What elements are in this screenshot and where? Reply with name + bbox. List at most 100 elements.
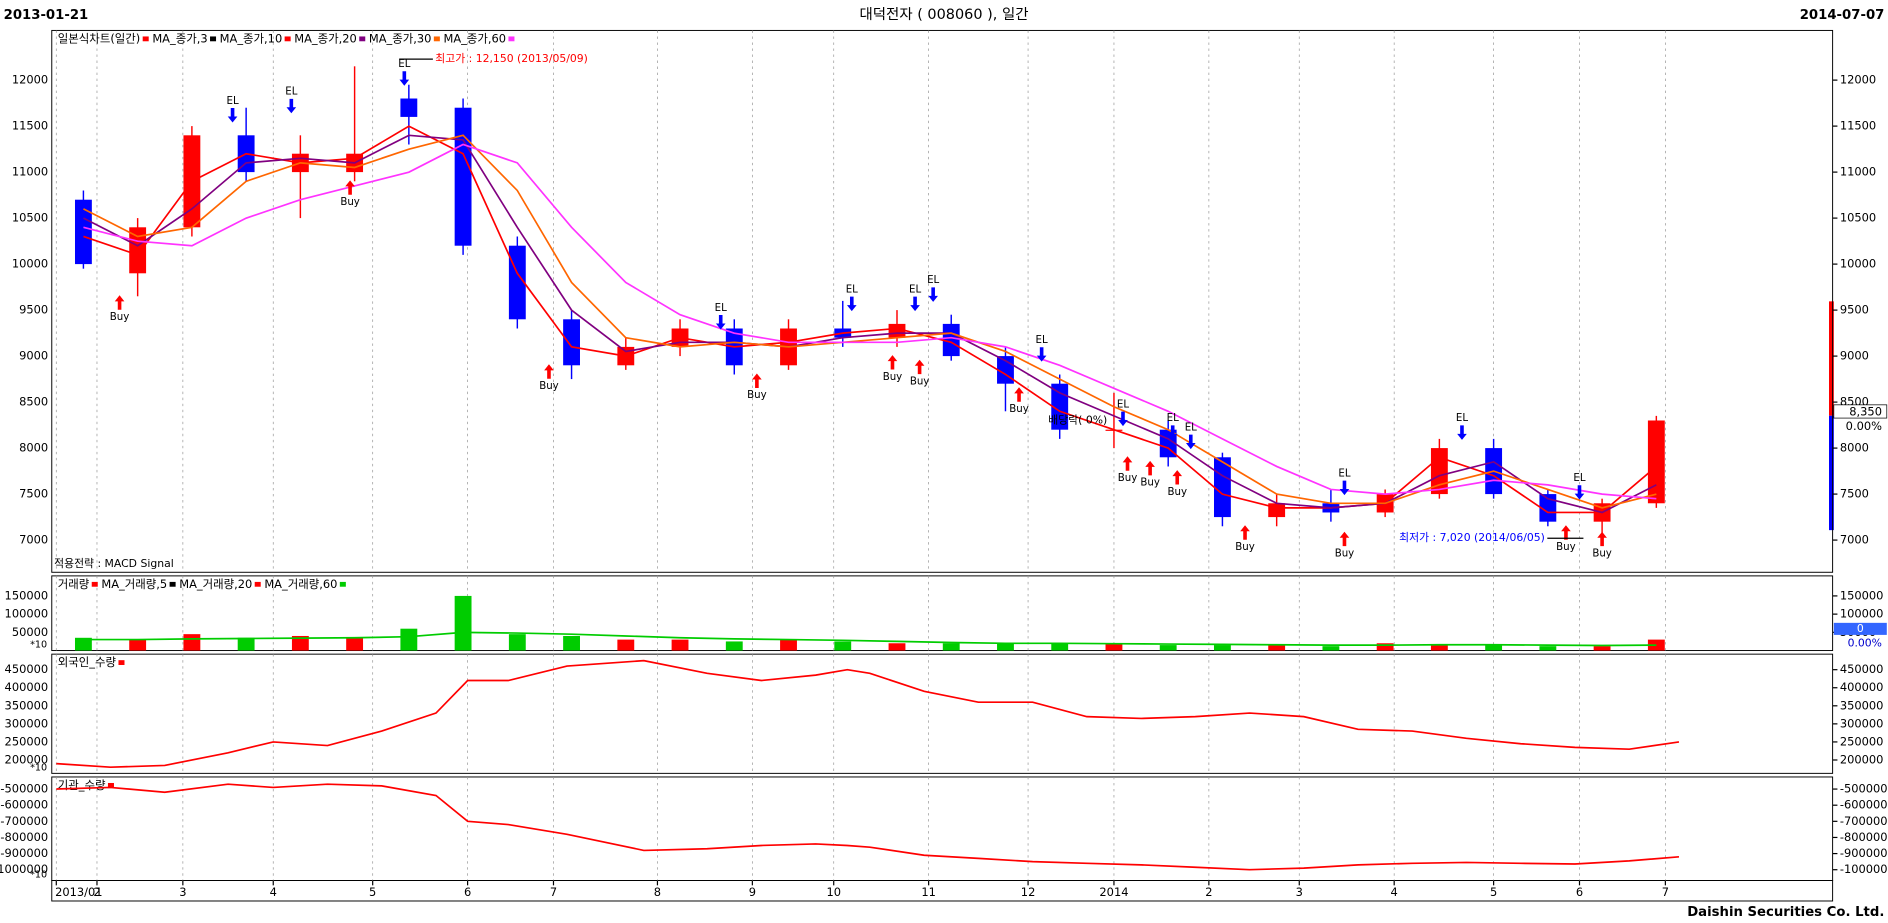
signal-label: EL [1338,468,1350,479]
candle-body [1647,420,1665,504]
y-tick-label-right: 11500 [1840,119,1876,133]
legend-label: MA_종가,10 [220,31,283,45]
y-tick-label-right: -1000000 [1840,862,1888,876]
volume-bar [997,643,1014,651]
y-tick-label-right: 9000 [1840,349,1869,363]
y-tick-label: -1000000 [0,862,48,876]
series-line [56,659,1680,769]
last-value-box [1833,622,1887,635]
volume-bar [563,635,580,651]
legend-swatch [107,782,114,788]
signal-label: EL [226,96,238,107]
volume-bar [1268,645,1286,651]
signal-label: EL [1117,399,1129,410]
x-tick-label: 11 [921,885,936,899]
signal-label: EL [1167,413,1179,424]
legend-label: MA_거래량,5 [101,577,167,591]
side-bar [1829,301,1834,416]
y-tick-label-right: 8000 [1840,441,1869,455]
y-tick-label-right: 11000 [1840,165,1876,179]
legend-label: 외국인_수량 [58,655,117,669]
scale-note: *10 [30,762,47,773]
volume-bar [74,637,92,651]
y-tick-label-right: 10500 [1840,211,1876,225]
signal-label: EL [1456,413,1468,424]
y-tick-label-right: 100000 [1840,607,1884,621]
legend-label: MA_거래량,60 [264,577,337,591]
legend-swatch [359,36,366,42]
candle-body [454,107,472,246]
candle-body [400,98,418,117]
change: 0.00% [1846,419,1882,433]
volume-bar [1485,645,1503,651]
y-tick-label-right: -500000 [1840,782,1888,796]
legend-swatch [433,36,440,42]
y-tick-label-right: -900000 [1840,846,1888,860]
volume-bar [346,637,364,651]
series-line [83,134,1657,514]
legend-swatch [508,36,515,42]
volume-bar [1647,639,1665,651]
volume-bar [780,639,797,651]
volume-bar [1322,646,1340,651]
signal-label: EL [1185,422,1197,433]
y-tick-label: 350000 [5,698,49,712]
legend-label: 일본식차트(일간) [58,31,140,45]
y-tick-label: 300000 [5,716,49,730]
volume-bar [671,639,689,651]
x-tick-label: 6 [1576,885,1583,899]
y-tick-label: 9000 [19,349,48,363]
signal-label: EL [715,303,727,314]
volume-bar [1593,646,1611,651]
end-date: 2014-07-07 [1800,8,1885,23]
annotation: 최저가 : 7,020 (2014/06/05) [1399,531,1545,544]
series-line [83,631,1657,647]
series-line [83,134,1657,509]
volume-bar [725,641,743,651]
x-tick-label: 3 [179,885,186,899]
buy-arrow [752,373,762,388]
volume-bar [888,643,906,651]
el-arrow [715,315,726,330]
y-tick-label: -800000 [0,830,48,844]
side-bar [1829,415,1834,531]
legend-swatch [118,660,125,665]
el-arrow [1167,425,1178,440]
buy-arrow [1240,525,1250,540]
buy-arrow [1339,531,1350,547]
signal-label: Buy [910,376,930,387]
x-tick-label: 2013/01 [55,885,102,899]
el-arrow [1339,480,1350,496]
el-arrow [1185,434,1196,450]
y-tick-label-right: 150000 [1840,588,1884,602]
el-arrow [1457,425,1467,440]
volume-bar [1051,643,1069,651]
candle-body [74,199,92,265]
y-tick-label-right: 250000 [1840,734,1884,748]
volume-bar [834,641,852,651]
x-tick-label: 12 [1021,885,1036,899]
y-tick-label: 7000 [19,533,48,547]
y-tick-label: -500000 [0,782,48,796]
scale-note: *10 [30,870,47,881]
x-tick-label: 4 [1391,885,1398,899]
x-tick-label: 7 [1662,885,1669,899]
el-arrow [928,287,938,302]
volume-bar [183,634,201,651]
y-tick-label: 400000 [5,680,49,694]
el-arrow [399,71,410,86]
signal-label: EL [909,284,921,295]
signal-label: Buy [1592,548,1612,559]
annotation: 배당락( 0%) [1048,413,1107,426]
y-tick-label-right: 350000 [1840,698,1884,712]
x-tick-label: 8 [654,885,661,899]
y-tick-label: 8500 [19,395,48,409]
legend-label: MA_거래량,20 [179,577,252,591]
legend-label: MA_종가,20 [294,31,357,45]
x-tick-label: 3 [1296,885,1303,899]
y-tick-label-right: 400000 [1840,680,1884,694]
buy-arrow [1561,525,1571,540]
volume-bar [1539,646,1557,651]
candle-body [563,319,580,366]
signal-label: Buy [1009,404,1029,415]
